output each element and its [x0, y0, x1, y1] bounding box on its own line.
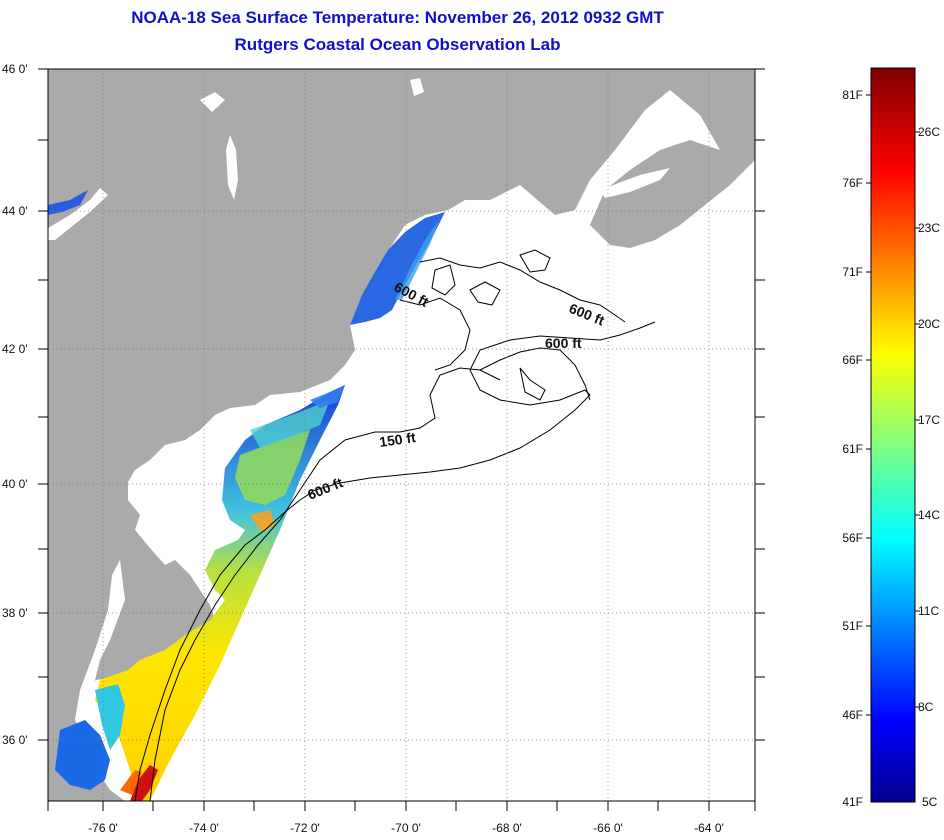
map-subtitle: Rutgers Coastal Ocean Observation Lab: [234, 35, 561, 54]
sst-swath-gulf-of-maine-inner: [395, 218, 440, 300]
lake-small-1: [200, 92, 225, 112]
sst-chesapeake: [55, 720, 110, 790]
water-delaware-bay: [135, 515, 175, 565]
colorbar-c-label: 23C: [918, 221, 940, 235]
colorbar-c-label: 26C: [918, 125, 940, 139]
contour-600ft-shelf-edge: [134, 321, 656, 801]
sst-hatteras-orange: [120, 770, 142, 795]
contour-600ft-gulf-2: [399, 297, 471, 371]
lake-st-lawrence: [600, 168, 670, 198]
lon-label: -74 0': [189, 821, 219, 835]
contour-inner-3: [519, 367, 546, 401]
bathymetry-contours: [134, 249, 656, 801]
contour-label-600ft-3: 600 ft: [545, 335, 582, 351]
lake-champlain: [226, 135, 238, 200]
land-mainland: [48, 69, 755, 801]
lon-label: -64 0': [694, 821, 724, 835]
lake-ontario: [48, 188, 108, 240]
colorbar-f-label: 76F: [842, 176, 863, 190]
colorbar-c-label: 17C: [918, 413, 940, 427]
colorbar-f-label: 61F: [842, 442, 863, 456]
contour-inner-1: [519, 249, 551, 273]
colorbar-f-label: 71F: [842, 265, 863, 279]
colorbar-c-label: 8C: [918, 700, 934, 714]
colorbar-f-label: 41F: [842, 795, 863, 809]
map-ticks: [38, 68, 765, 811]
colorbar-ticks: [866, 94, 920, 716]
colorbar-c-label: 14C: [918, 508, 940, 522]
sst-patch-green: [235, 430, 310, 505]
contour-inner-4: [431, 264, 456, 296]
contour-inner-2: [469, 281, 501, 306]
lon-label: -70 0': [391, 821, 421, 835]
lat-label: 44 0': [2, 204, 28, 218]
map-title: NOAA-18 Sea Surface Temperature: Novembe…: [131, 8, 664, 27]
colorbar-c-label: 11C: [918, 604, 939, 618]
lon-label: -72 0': [290, 821, 320, 835]
lat-label: 38 0': [2, 606, 28, 620]
sst-hatteras-red: [130, 765, 158, 801]
water-long-island-sound: [200, 392, 345, 432]
colorbar: [870, 67, 916, 803]
lake-ontario-sst: [48, 190, 88, 215]
contour-label-150ft: 150 ft: [378, 429, 417, 450]
lon-label: -76 0': [88, 821, 118, 835]
lat-label: 42 0': [2, 342, 28, 356]
lon-label: -68 0': [492, 821, 522, 835]
colorbar-c-label: 5C: [922, 795, 938, 809]
map-border: [47, 68, 756, 802]
colorbar-f-label: 56F: [842, 531, 863, 545]
lat-label: 40 0': [2, 477, 28, 491]
lat-label: 46 0': [2, 62, 28, 76]
lat-label: 36 0': [2, 733, 28, 747]
sst-patch-blue-north: [310, 385, 345, 408]
contour-150ft: [149, 367, 501, 801]
colorbar-f-label: 46F: [842, 708, 863, 722]
water-chesapeake-bay: [75, 560, 125, 740]
colorbar-f-label: 51F: [842, 619, 863, 633]
colorbar-f-label: 66F: [842, 353, 863, 367]
lake-small-2: [410, 78, 424, 96]
lon-label: -66 0': [593, 821, 623, 835]
sst-swath-gulf-of-maine: [350, 212, 445, 325]
contour-600ft-gulf-1: [419, 257, 626, 323]
colorbar-c-label: 20C: [918, 317, 940, 331]
contour-georges-1: [479, 347, 591, 401]
colorbar-f-label: 81F: [842, 88, 863, 102]
land-nova-scotia: [590, 140, 755, 248]
sst-chesapeake-cyan: [95, 684, 125, 750]
sst-patch-cyan: [250, 400, 330, 448]
